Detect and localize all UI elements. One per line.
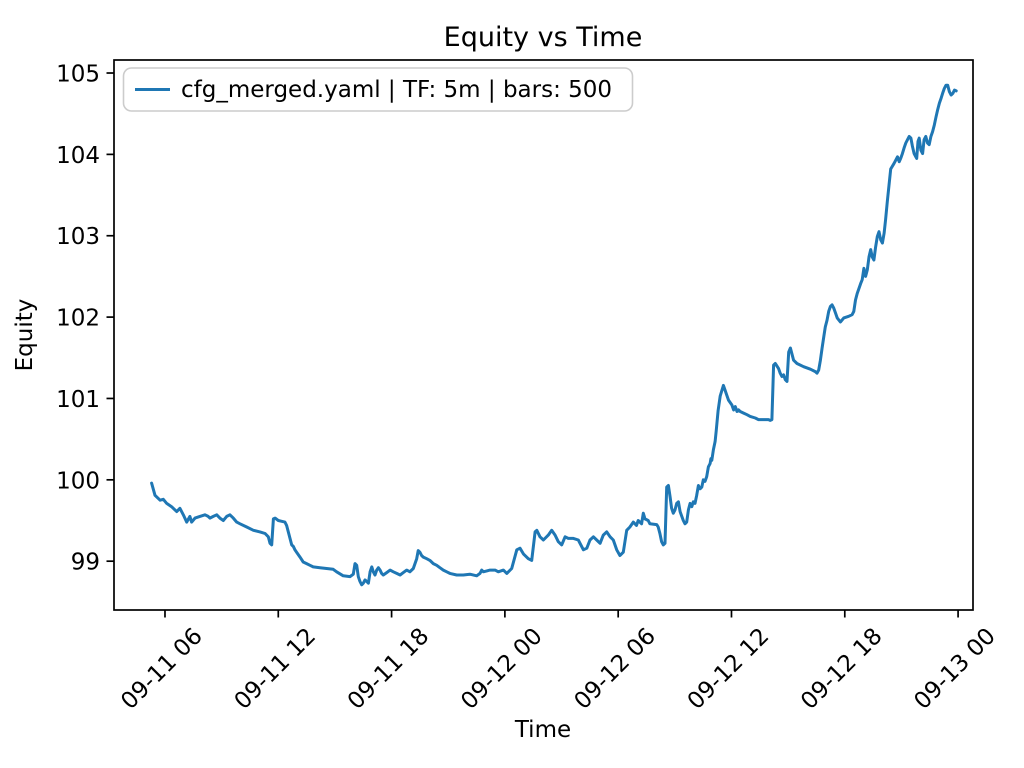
y-tick-label: 105 (56, 62, 100, 88)
y-axis-ticks: 99 100 101 102 103 104 105 (56, 62, 114, 576)
x-tick-label: 09-13 00 (909, 623, 1001, 715)
x-tick-label: 09-12 06 (569, 623, 661, 715)
y-tick-label: 104 (56, 143, 100, 169)
y-tick-label: 101 (56, 387, 100, 413)
equity-line-series (150, 83, 958, 587)
legend-box (122, 67, 634, 112)
x-tick-label: 09-11 12 (230, 623, 322, 715)
x-axis-ticks: 09-11 06 09-11 12 09-11 18 09-12 00 09-12 06… (116, 610, 1001, 715)
y-tick-label: 100 (56, 468, 100, 494)
y-tick-label: 102 (56, 306, 100, 332)
x-tick-label: 09-12 12 (683, 623, 775, 715)
x-tick-label: 09-12 00 (456, 623, 548, 715)
x-tick-label: 09-11 18 (343, 623, 435, 715)
plot-frame (113, 59, 974, 611)
y-tick-label: 99 (71, 550, 100, 576)
y-axis-label: Equity (12, 299, 38, 372)
legend: cfg_merged.yaml | TF: 5m | bars: 500 (122, 67, 634, 112)
x-axis-label: Time (514, 717, 571, 743)
y-tick-label: 103 (56, 224, 100, 250)
x-tick-label: 09-11 06 (116, 623, 208, 715)
equity-line (150, 83, 958, 587)
x-tick-label: 09-12 18 (796, 623, 888, 715)
chart-title: Equity vs Time (444, 22, 643, 53)
legend-entry-label: cfg_merged.yaml | TF: 5m | bars: 500 (181, 77, 612, 103)
